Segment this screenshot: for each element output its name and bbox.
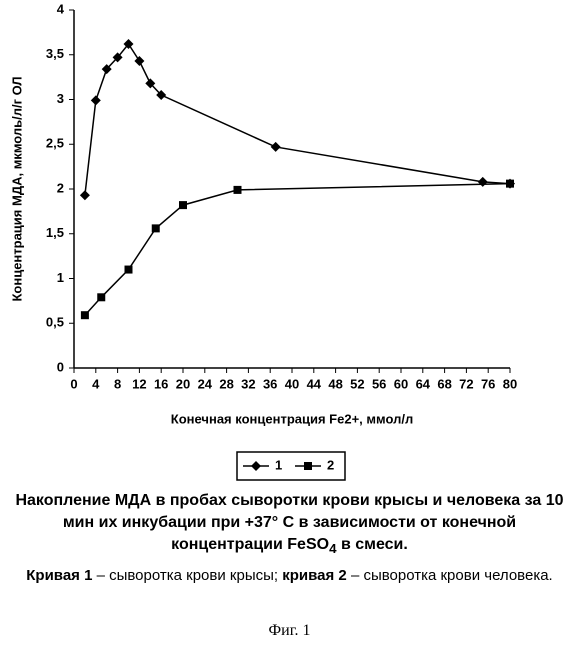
caption-tail: в смеси. [341,536,408,553]
x-axis-title: Конечная концентрация Fe2+, ммол/л [171,411,413,426]
x-tick-label: 60 [394,376,408,391]
x-tick-label: 72 [459,376,473,391]
y-tick-label: 1,5 [46,225,64,240]
x-tick-label: 12 [132,376,146,391]
series-line [85,184,510,316]
legend-label: 2 [327,457,334,472]
y-tick-label: 2 [57,180,64,195]
y-tick-label: 3,5 [46,46,64,61]
x-tick-label: 48 [328,376,342,391]
data-point [506,180,514,188]
legend-marker [304,462,312,470]
data-point [80,190,90,200]
x-tick-label: 24 [198,376,213,391]
y-tick-label: 1 [57,270,64,285]
x-tick-label: 28 [219,376,233,391]
chart: Концентрация МДА, мкмоль/л/г ОЛ Конечная… [0,0,579,490]
x-tick-label: 52 [350,376,364,391]
x-tick-label: 32 [241,376,255,391]
page: Концентрация МДА, мкмоль/л/г ОЛ Конечная… [0,0,579,650]
series-line [85,44,510,195]
note-part: кривая 2 [282,567,347,584]
x-tick-label: 8 [114,376,121,391]
y-axis-title: Концентрация МДА, мкмоль/л/г ОЛ [9,76,24,301]
data-point [134,56,144,66]
x-tick-label: 56 [372,376,386,391]
y-tick-label: 0,5 [46,315,64,330]
note-part: – сыворотка крови крысы; [97,567,278,584]
x-tick-label: 36 [263,376,277,391]
x-tick-label: 80 [503,376,517,391]
y-tick-label: 4 [57,1,65,16]
figure-label: Фиг. 1 [10,622,569,640]
data-point [152,224,160,232]
caption-subscript: 4 [329,541,336,556]
legend-label: 1 [275,457,282,472]
x-tick-label: 64 [416,376,431,391]
data-point [179,201,187,209]
note-part: Кривая 1 [26,567,92,584]
data-point [81,311,89,319]
data-point [271,142,281,152]
x-tick-label: 16 [154,376,168,391]
x-tick-label: 4 [92,376,100,391]
x-tick-label: 76 [481,376,495,391]
note: Кривая 1 – сыворотка крови крысы; кривая… [10,565,569,586]
y-tick-label: 3 [57,91,64,106]
x-tick-label: 20 [176,376,190,391]
note-part: – сыворотка крови человека. [351,567,553,584]
caption: Накопление МДА в пробах сыворотки крови … [10,490,569,560]
data-point [125,266,133,274]
legend-marker [251,461,261,471]
x-tick-label: 68 [437,376,451,391]
data-point [97,293,105,301]
caption-text: Накопление МДА в пробах сыворотки крови … [15,492,563,553]
data-point [91,95,101,105]
y-tick-label: 2,5 [46,136,64,151]
data-point [478,177,488,187]
x-tick-label: 44 [307,376,322,391]
y-tick-label: 0 [57,359,64,374]
x-tick-label: 0 [70,376,77,391]
data-point [234,186,242,194]
x-tick-label: 40 [285,376,299,391]
